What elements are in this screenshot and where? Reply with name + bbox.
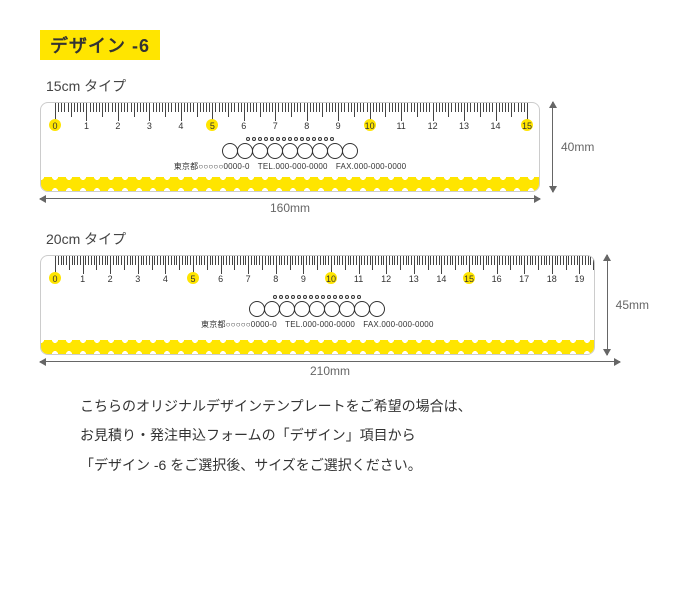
tick-number: 8 xyxy=(304,121,309,131)
tick-number: 9 xyxy=(301,274,306,284)
tick-number: 3 xyxy=(147,121,152,131)
h-dimension: 210mm xyxy=(40,361,620,378)
type-label-20: 20cm タイプ xyxy=(46,229,649,249)
height-label: 40mm xyxy=(561,140,594,154)
ruler-20: 01234567891011121314151617181920 東京都○○○○… xyxy=(40,255,595,355)
tick-number: 15 xyxy=(522,121,532,131)
width-label: 210mm xyxy=(40,364,620,378)
tick-number: 5 xyxy=(190,274,195,284)
type-label-15: 15cm タイプ xyxy=(46,76,649,96)
ruler-body: 東京都○○○○○0000-0 TEL.000-000-0000 FAX.000-… xyxy=(41,282,594,340)
circle-logo-row xyxy=(250,301,385,317)
note-line: お見積り・発注申込フォームの「デザイン」項目から xyxy=(80,421,649,450)
circle-logo-row xyxy=(223,143,358,159)
tick-number: 16 xyxy=(492,274,502,284)
notes: こちらのオリジナルデザインテンプレートをご希望の場合は、 お見積り・発注申込フォ… xyxy=(80,392,649,480)
tick-number: 10 xyxy=(365,121,375,131)
polka-band xyxy=(41,177,539,191)
tick-number: 15 xyxy=(464,274,474,284)
ruler-body: 東京都○○○○○0000-0 TEL.000-000-0000 FAX.000-… xyxy=(41,129,539,177)
tick-number: 10 xyxy=(326,274,336,284)
small-dots-row xyxy=(246,137,334,141)
arrow-line-icon xyxy=(40,198,540,199)
tick-number: 2 xyxy=(115,121,120,131)
tick-number: 17 xyxy=(519,274,529,284)
tick-number: 18 xyxy=(547,274,557,284)
tick-number: 13 xyxy=(459,121,469,131)
info-line: 東京都○○○○○0000-0 TEL.000-000-0000 FAX.000-… xyxy=(174,161,407,172)
tick-number: 1 xyxy=(80,274,85,284)
tick-number: 11 xyxy=(354,274,363,284)
tick-number: 8 xyxy=(273,274,278,284)
ruler-ticks: 0123456789101112131415 xyxy=(41,103,539,129)
figure-20: 01234567891011121314151617181920 東京都○○○○… xyxy=(40,255,649,355)
tick-number: 1 xyxy=(84,121,89,131)
note-line: 「デザイン -6 をご選択後、サイズをご選択ください。 xyxy=(80,451,649,480)
tick-number: 6 xyxy=(241,121,246,131)
tick-number: 0 xyxy=(52,274,57,284)
h-dimension: 160mm xyxy=(40,198,540,215)
tick-number: 7 xyxy=(246,274,251,284)
note-line: こちらのオリジナルデザインテンプレートをご希望の場合は、 xyxy=(80,392,649,421)
tick-number: 3 xyxy=(135,274,140,284)
section-title: デザイン -6 xyxy=(40,30,160,60)
tick-number: 4 xyxy=(163,274,168,284)
tick-number: 5 xyxy=(210,121,215,131)
figure-15: 0123456789101112131415 東京都○○○○○0000-0 TE… xyxy=(40,102,649,192)
tick-number: 12 xyxy=(381,274,391,284)
ruler-ticks: 01234567891011121314151617181920 xyxy=(41,256,594,282)
tick-number: 9 xyxy=(336,121,341,131)
arrow-line-icon xyxy=(552,102,553,192)
tick-number: 14 xyxy=(436,274,446,284)
tick-number: 14 xyxy=(491,121,501,131)
width-label: 160mm xyxy=(40,201,540,215)
tick-number: 4 xyxy=(178,121,183,131)
tick-number: 11 xyxy=(396,121,405,131)
polka-band xyxy=(41,340,594,354)
small-dots-row xyxy=(273,295,361,299)
arrow-line-icon xyxy=(40,361,620,362)
tick-number: 7 xyxy=(273,121,278,131)
tick-number: 19 xyxy=(574,274,584,284)
tick-number: 12 xyxy=(428,121,438,131)
ruler-15: 0123456789101112131415 東京都○○○○○0000-0 TE… xyxy=(40,102,540,192)
info-line: 東京都○○○○○0000-0 TEL.000-000-0000 FAX.000-… xyxy=(201,319,434,330)
height-label: 45mm xyxy=(616,298,649,312)
tick-number: 0 xyxy=(52,121,57,131)
v-dimension: 40mm xyxy=(540,102,594,192)
tick-number: 6 xyxy=(218,274,223,284)
arrow-line-icon xyxy=(607,255,608,355)
v-dimension: 45mm xyxy=(595,255,649,355)
tick-number: 13 xyxy=(409,274,419,284)
tick-number: 2 xyxy=(108,274,113,284)
